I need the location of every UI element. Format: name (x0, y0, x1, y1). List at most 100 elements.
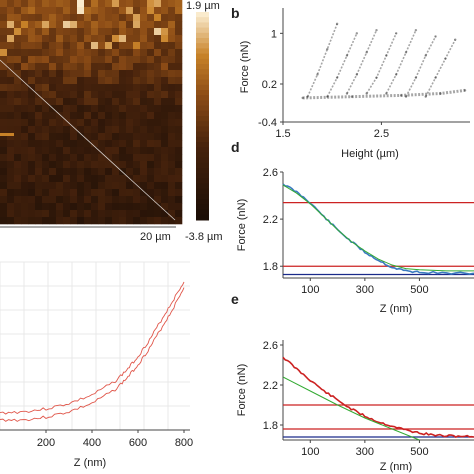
heatmap-cell (0, 133, 8, 141)
heatmap-cell (105, 14, 113, 22)
heatmap-cell (91, 84, 99, 92)
chart-d: 2.6 2.2 1.8 100 300 500 (263, 167, 474, 296)
chart-e: 2.6 2.2 1.8 100 300 500 (263, 340, 474, 458)
heatmap-cell (14, 91, 22, 99)
heatmap-cell (133, 189, 141, 197)
heatmap-cell (70, 217, 78, 225)
heatmap-cell (35, 49, 43, 57)
chart-b-point (326, 95, 329, 98)
colorbar-swatch (196, 12, 209, 18)
heatmap-cell (84, 91, 92, 99)
heatmap-cell (126, 168, 134, 176)
heatmap-cell (56, 196, 64, 204)
heatmap-cell (14, 217, 22, 225)
heatmap-cell (91, 21, 99, 29)
chart-d-ylabel: Force (nN) (236, 199, 248, 252)
heatmap-cell (0, 42, 8, 50)
heatmap-cell (147, 154, 155, 162)
heatmap-cell (84, 175, 92, 183)
heatmap-cell (49, 21, 57, 29)
heatmap-cell (84, 98, 92, 106)
chart-c-xlabel: Z (nm) (74, 457, 106, 469)
heatmap-cell (133, 28, 141, 36)
heatmap-cell (28, 147, 36, 155)
chart-b-point (414, 28, 418, 32)
heatmap-cell (0, 21, 8, 29)
heatmap-cell (49, 133, 57, 141)
chart-b-xlabel: Height (µm) (341, 148, 399, 160)
colorbar-swatch (196, 58, 209, 65)
heatmap-cell (77, 154, 85, 162)
heatmap-cell (112, 140, 120, 148)
heatmap-cell (161, 28, 169, 36)
heatmap-cell (28, 28, 36, 36)
heatmap-cell (84, 28, 92, 36)
heatmap-cell (49, 42, 57, 50)
heatmap-cell (14, 49, 22, 57)
heatmap-cell (147, 7, 155, 15)
heatmap-cell (35, 196, 43, 204)
heatmap-cell (91, 203, 99, 211)
chart-c-x-tick-label: 200 (37, 437, 55, 449)
heatmap-cell (49, 210, 57, 218)
heatmap-cell (91, 182, 99, 190)
heatmap-cell (56, 154, 64, 162)
heatmap-cell (56, 189, 64, 197)
heatmap-cell (14, 7, 22, 15)
heatmap-cell (105, 140, 113, 148)
heatmap-cell (154, 217, 162, 225)
heatmap-cell (105, 119, 113, 127)
heatmap-cell (91, 147, 99, 155)
heatmap-cell (56, 91, 64, 99)
chart-c-series-line (0, 287, 185, 422)
heatmap-cell (91, 189, 99, 197)
colorbar-swatch (196, 90, 209, 96)
heatmap-cell (133, 42, 141, 50)
heatmap-cell (70, 49, 78, 57)
heatmap-cell (161, 133, 169, 141)
heatmap-cell (7, 119, 15, 127)
heatmap-cell (140, 210, 148, 218)
heatmap-cell (7, 203, 15, 211)
heatmap-cell (126, 21, 134, 29)
heatmap-cell (0, 63, 8, 71)
heatmap-cell (14, 196, 22, 204)
chart-c-x-tick-label: 800 (175, 437, 193, 449)
heatmap-cell (28, 98, 36, 106)
heatmap-cell (35, 14, 43, 22)
heatmap-cell (154, 189, 162, 197)
heatmap-cell (77, 84, 85, 92)
heatmap-cell (140, 14, 148, 22)
heatmap-cell (42, 105, 50, 113)
heatmap-cell (105, 203, 113, 211)
heatmap-cell (7, 49, 15, 57)
heatmap-cell (21, 35, 29, 43)
heatmap-cell (175, 182, 183, 190)
heatmap-cell (70, 133, 78, 141)
panel-letter-e: e (231, 291, 239, 307)
heatmap-cell (42, 119, 50, 127)
heatmap-cell (7, 7, 15, 15)
heatmap-cell (133, 7, 141, 15)
panel-letter-d: d (231, 139, 240, 155)
heatmap-cell (63, 196, 71, 204)
heatmap-cell (133, 77, 141, 85)
heatmap-cell (168, 42, 176, 50)
heatmap-cell (21, 28, 29, 36)
heatmap-cell (28, 112, 36, 120)
colorbar-swatch (196, 79, 209, 86)
heatmap-cell (56, 210, 64, 218)
heatmap-cell (133, 196, 141, 204)
heatmap-cell (168, 182, 176, 190)
heatmap-cell (42, 56, 50, 64)
colorbar-swatch (196, 209, 209, 216)
heatmap-cell (49, 196, 57, 204)
heatmap-cell (91, 7, 99, 15)
heatmap-cell (98, 189, 106, 197)
chart-b-series-line (306, 23, 338, 97)
heatmap-cell (14, 210, 22, 218)
chart-b-y-tick-label: -0.4 (258, 117, 277, 129)
heatmap-cell (147, 0, 155, 8)
heatmap-cell (147, 105, 155, 113)
heatmap-cell (161, 91, 169, 99)
